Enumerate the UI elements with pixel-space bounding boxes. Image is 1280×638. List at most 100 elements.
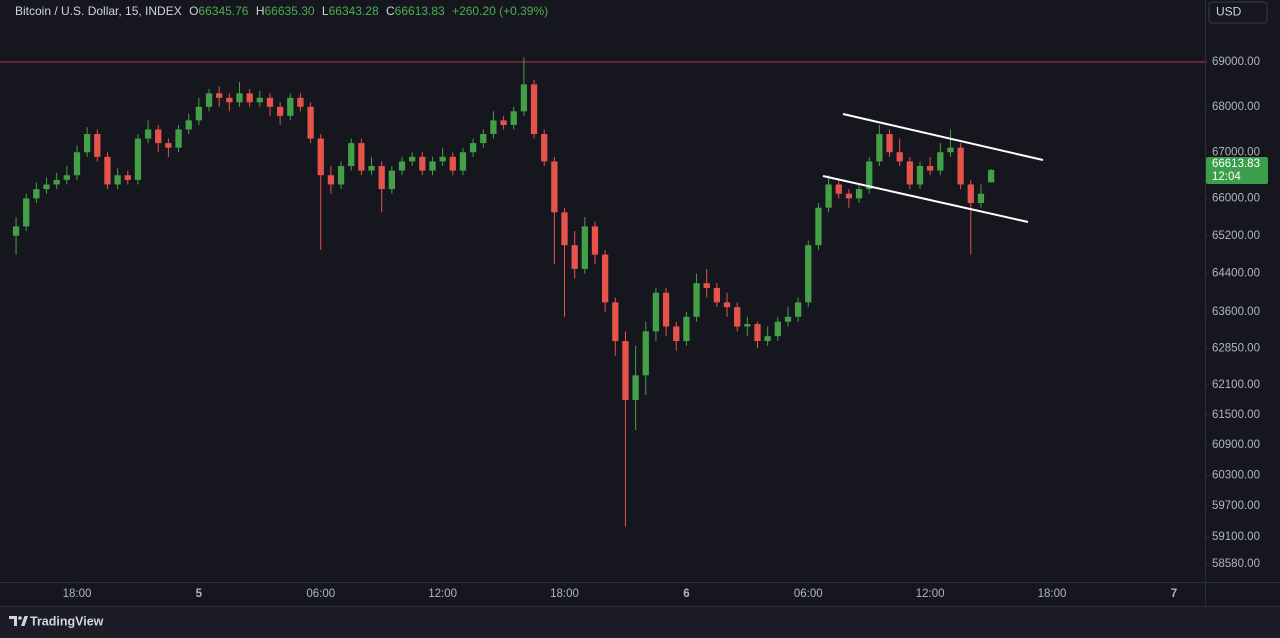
candle-body <box>469 143 477 153</box>
y-tick-label: 62850.00 <box>1212 342 1260 354</box>
candle-body <box>551 161 558 213</box>
candle-body <box>906 161 913 185</box>
price-tag <box>1206 156 1268 184</box>
candle-body <box>195 106 203 121</box>
candle-body <box>866 161 873 190</box>
price-tag-countdown: 12:04 <box>1212 171 1241 183</box>
candle-body <box>73 152 81 176</box>
symbol: Bitcoin / U.S. Dollar, 15, INDEX <box>15 4 182 18</box>
candle-body <box>947 147 954 153</box>
candle-body <box>439 156 446 162</box>
open-value: 66345.76 <box>198 4 248 18</box>
candle-body <box>480 133 487 144</box>
candle-body <box>662 292 670 327</box>
candle-body <box>622 341 629 401</box>
candle-body <box>825 184 832 208</box>
candle-body <box>236 93 243 103</box>
candle-body <box>337 166 345 185</box>
candle-body <box>226 97 233 103</box>
candle-body <box>124 175 131 180</box>
candle-body <box>23 198 30 227</box>
x-tick-label: 7 <box>1171 588 1177 600</box>
candle-body <box>520 84 528 112</box>
y-tick-label: 61500.00 <box>1212 409 1260 421</box>
low-value: 66343.28 <box>329 4 379 18</box>
candle-body <box>754 324 761 342</box>
candle-body <box>104 156 111 185</box>
candle-body <box>673 326 680 342</box>
candle-body <box>510 111 517 125</box>
x-tick-label: 18:00 <box>1038 588 1067 600</box>
candle-body <box>632 375 639 401</box>
candle-body <box>378 166 385 190</box>
y-tick-label: 68000.00 <box>1212 101 1260 113</box>
y-tick-label: 67000.00 <box>1212 146 1260 158</box>
brand: TradingView <box>30 614 104 628</box>
price-tag-value: 66613.83 <box>1212 158 1260 170</box>
candle-body <box>957 147 964 185</box>
candle-body <box>155 129 162 144</box>
candle-body <box>987 169 995 183</box>
candle-body <box>43 184 50 190</box>
candle-body <box>530 84 538 134</box>
close-label: C <box>386 4 395 18</box>
candle-body <box>134 138 142 180</box>
candle-body <box>774 321 781 337</box>
logo-mark <box>9 616 17 626</box>
y-tick-label: 62100.00 <box>1212 379 1260 391</box>
x-tick-label: 6 <box>683 588 689 600</box>
candle-body <box>53 179 60 185</box>
y-tick-label: 59700.00 <box>1212 500 1260 512</box>
candle-body <box>876 133 883 162</box>
trend-line <box>822 175 1029 223</box>
candle-body <box>927 166 934 171</box>
logo-mark <box>21 616 28 626</box>
candle-body <box>276 106 284 116</box>
candle-body <box>855 189 863 199</box>
y-tick-label: 65200.00 <box>1212 230 1260 242</box>
candle-body <box>114 175 121 185</box>
candle-body <box>317 138 324 176</box>
candle-body <box>256 97 263 103</box>
y-tick-label: 64400.00 <box>1212 268 1260 280</box>
candle-body <box>358 143 365 171</box>
candle-body <box>977 193 985 204</box>
candle-body <box>449 156 456 171</box>
trend-line <box>842 113 1044 161</box>
candle-body <box>967 184 974 204</box>
y-tick-label: 59100.00 <box>1212 531 1260 543</box>
candle-body <box>409 156 416 162</box>
x-tick-label: 12:00 <box>916 588 945 600</box>
currency-button[interactable] <box>1208 1 1268 24</box>
low-label: L <box>322 4 329 18</box>
candle-body <box>216 93 223 98</box>
candle-body <box>541 133 548 162</box>
high-value: 66635.30 <box>265 4 315 18</box>
candle-body <box>937 152 944 171</box>
candle-body <box>33 189 40 199</box>
candle-body <box>601 254 609 303</box>
symbol-legend: Bitcoin / U.S. Dollar, 15, INDEX O66345.… <box>15 4 548 18</box>
candle-body <box>693 283 700 317</box>
candle-body <box>713 287 721 303</box>
open-label: O <box>189 4 198 18</box>
x-tick-label: 5 <box>196 588 203 600</box>
y-tick-label: 60300.00 <box>1212 469 1260 481</box>
candle-body <box>764 336 771 342</box>
high-label: H <box>256 4 265 18</box>
candle-body <box>327 175 335 185</box>
candle-body <box>561 212 568 246</box>
candle-body <box>571 245 578 269</box>
x-tick-label: 06:00 <box>794 588 823 600</box>
currency-label[interactable]: USD <box>1216 5 1242 19</box>
x-tick-label: 18:00 <box>550 588 579 600</box>
candle-body <box>348 143 355 167</box>
candle-body <box>144 129 152 139</box>
footer-bar <box>0 606 1280 638</box>
candle-body <box>835 184 842 194</box>
candle-body <box>500 120 507 125</box>
candle-body <box>734 307 741 327</box>
candle-body <box>368 166 375 171</box>
